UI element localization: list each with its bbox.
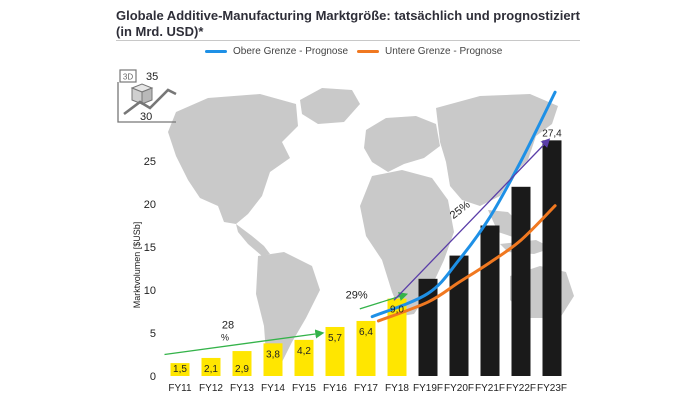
bar-value-label: 3,8 xyxy=(266,349,280,360)
icon-number-30: 30 xyxy=(140,111,152,123)
bar-fy23f xyxy=(542,140,562,376)
bars xyxy=(170,140,562,376)
bar-fy17 xyxy=(356,320,376,376)
bar-fy11 xyxy=(170,363,190,376)
bar-value-label: 2,1 xyxy=(204,364,218,375)
legend-swatch-lower xyxy=(357,50,379,53)
map-central-america xyxy=(236,224,270,256)
bar-fy12 xyxy=(201,357,221,376)
chart-title: Globale Additive-Manufacturing Marktgröß… xyxy=(116,8,580,40)
x-tick-label: FY21F xyxy=(475,383,505,394)
x-tick-label: FY14 xyxy=(261,383,285,394)
3d-printing-icon: 3D 35 30 xyxy=(117,69,177,123)
bar-fy21f xyxy=(480,225,500,376)
growth-arrow xyxy=(393,138,551,301)
bar-fy18 xyxy=(387,298,407,376)
bar-fy14 xyxy=(263,343,283,376)
map-greenland xyxy=(300,88,360,124)
bar-value-label: 6,4 xyxy=(359,327,373,338)
x-tick-label: FY16 xyxy=(323,383,347,394)
legend-swatch-upper xyxy=(205,50,227,53)
title-divider xyxy=(116,40,580,41)
y-tick-label: 10 xyxy=(144,285,156,297)
lower-bound-line xyxy=(376,204,557,323)
x-tick-label: FY12 xyxy=(199,383,223,394)
x-tick-label: FY11 xyxy=(168,383,192,394)
x-tick-label: FY13 xyxy=(230,383,254,394)
chart-title-line1: Globale Additive-Manufacturing Marktgröß… xyxy=(116,8,580,23)
bar-fy20f xyxy=(449,255,469,376)
growth-arrow xyxy=(164,329,325,356)
legend-item-upper: Obere Grenze - Prognose xyxy=(205,46,348,57)
growth-label: % xyxy=(221,333,229,343)
y-axis: 0 5 10 15 20 25 xyxy=(144,156,156,383)
bar-value-label: 1,5 xyxy=(173,364,187,375)
bar-value-label: 4,2 xyxy=(297,346,311,357)
bar-value-label: 9,0 xyxy=(390,305,404,316)
bar-fy15 xyxy=(294,339,314,376)
bar-fy13 xyxy=(232,351,252,376)
legend-label-lower: Untere Grenze - Prognose xyxy=(385,46,503,57)
bar-value-label: 5,7 xyxy=(328,333,342,344)
legend-item-lower: Untere Grenze - Prognose xyxy=(357,46,502,57)
icon-label-3d: 3D xyxy=(123,73,133,82)
chart-title-line2: (in Mrd. USD)* xyxy=(116,24,204,39)
y-axis-label: Marktvolumen [$USb] xyxy=(132,222,142,309)
bar-fy22f xyxy=(511,186,531,376)
icon-number-35: 35 xyxy=(146,71,158,83)
x-tick-label: FY19F xyxy=(413,383,443,394)
bar-value-label: 2,9 xyxy=(235,364,249,375)
y-tick-label: 15 xyxy=(144,242,156,254)
forecast-lines xyxy=(370,90,557,323)
upper-bound-line xyxy=(370,90,557,319)
x-tick-label: FY17 xyxy=(354,383,378,394)
x-tick-label: FY23F xyxy=(537,383,567,394)
map-north-america xyxy=(168,94,298,224)
x-axis: FY11 FY12 FY13 FY14 FY15 FY16 FY17 FY18 FY19F FY2… xyxy=(168,383,567,394)
x-tick-label: FY18 xyxy=(385,383,409,394)
bar-fy16 xyxy=(325,326,345,376)
growth-arrow xyxy=(359,292,409,310)
y-tick-label: 5 xyxy=(150,328,156,340)
bar-value-label: 27,4 xyxy=(542,128,562,139)
map-asia xyxy=(436,94,558,206)
legend-label-upper: Obere Grenze - Prognose xyxy=(233,46,349,57)
y-tick-label: 20 xyxy=(144,199,156,211)
x-tick-label: FY20F xyxy=(444,383,474,394)
bar-value-labels: 1,5 2,1 2,9 3,8 4,2 5,7 6,4 9,0 27,4 xyxy=(173,128,562,375)
map-europe xyxy=(364,116,440,172)
x-tick-label: FY22F xyxy=(506,383,536,394)
y-tick-label: 0 xyxy=(150,371,156,383)
growth-label: 29% xyxy=(346,290,368,302)
y-tick-label: 25 xyxy=(144,156,156,168)
growth-label: 28 xyxy=(222,320,234,332)
x-tick-label: FY15 xyxy=(292,383,316,394)
